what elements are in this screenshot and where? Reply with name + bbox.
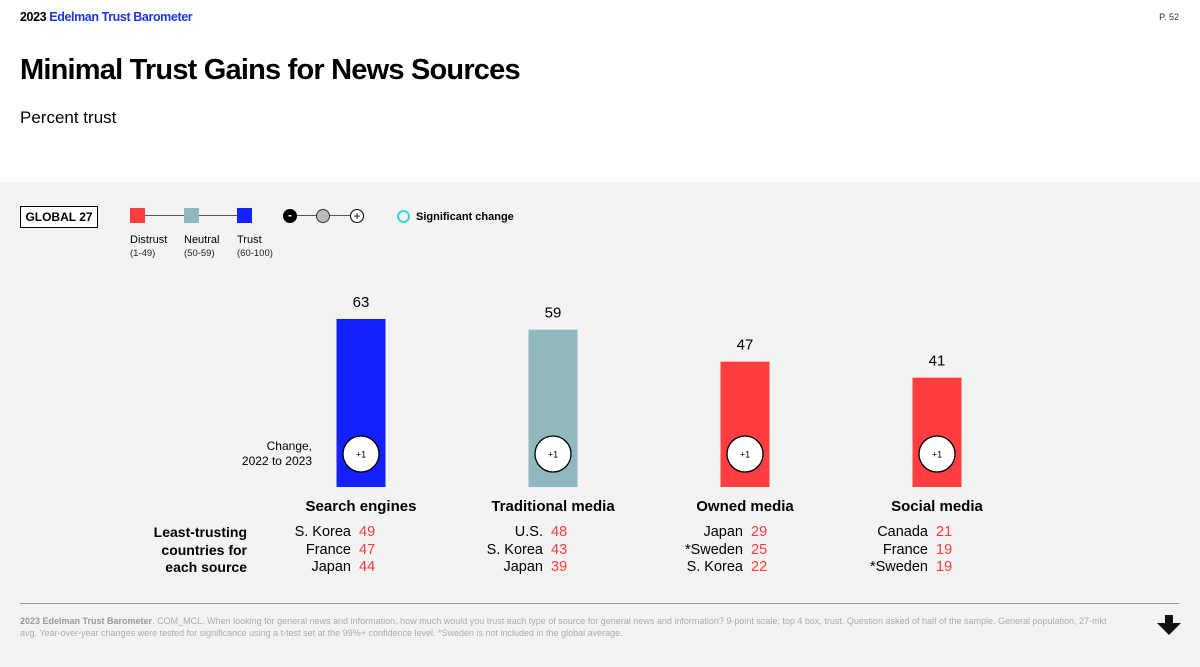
country-name: S. Korea — [294, 524, 351, 540]
country-value: 47 — [359, 541, 376, 558]
country-name: Canada — [877, 524, 928, 540]
change-label-line-2: 2022 to 2023 — [241, 454, 312, 468]
country-value: 49 — [359, 524, 376, 540]
next-arrow-icon[interactable] — [1156, 613, 1182, 637]
change-label: Change, 2022 to 2023 — [210, 439, 312, 469]
footnote: 2023 Edelman Trust Barometer. COM_MCL. W… — [20, 615, 1120, 639]
significant-change-label: Significant change — [416, 211, 514, 223]
country-name: Japan — [503, 559, 543, 575]
change-value-social-media: +1 — [932, 450, 942, 460]
legend-neutral: Neutral (50-59) — [184, 234, 219, 260]
footnote-source: 2023 Edelman Trust Barometer — [20, 616, 153, 626]
brand-name: Edelman Trust Barometer — [49, 10, 193, 24]
country-name: Japan — [703, 524, 743, 540]
country-value: 21 — [936, 524, 953, 540]
legend-distrust-range: (1-49) — [130, 248, 156, 259]
least-trusting-label: Least-trusting countries for each source — [110, 524, 247, 577]
plus-change-icon: + — [350, 209, 364, 223]
country-name: S. Korea — [486, 541, 543, 558]
change-value-search-engines: +1 — [356, 450, 366, 460]
country-value: 19 — [936, 559, 953, 575]
change-value-traditional-media: +1 — [548, 450, 558, 460]
value-label-traditional-media: 59 — [545, 305, 562, 322]
global-badge: GLOBAL 27 — [20, 206, 98, 228]
value-label-social-media: 41 — [929, 353, 946, 370]
country-value: 48 — [551, 524, 568, 540]
country-name: *Sweden — [684, 541, 743, 558]
country-name: France — [305, 541, 351, 558]
category-traditional-media: Traditional media — [491, 498, 615, 515]
legend-distrust-label: Distrust — [130, 234, 168, 246]
chart-panel — [0, 182, 1200, 667]
change-label-line-1: Change, — [266, 439, 312, 453]
least-trusting-line-3: each source — [165, 559, 247, 575]
legend-distrust: Distrust (1-49) — [130, 234, 167, 260]
minus-change-icon: - — [283, 209, 297, 223]
country-name: U.S. — [514, 524, 543, 540]
country-value: 44 — [359, 559, 376, 575]
category-owned-media: Owned media — [696, 498, 794, 515]
change-value-owned-media: +1 — [740, 450, 750, 460]
legend-trust-range: (60-100) — [237, 248, 273, 259]
legend-trust-swatch — [237, 208, 252, 223]
brand-logo: 2023 Edelman Trust Barometer — [20, 10, 193, 24]
country-name: Japan — [311, 559, 351, 575]
category-search-engines: Search engines — [305, 498, 417, 515]
change-badge-social-media — [918, 435, 956, 473]
country-name: *Sweden — [869, 559, 928, 575]
page-number: P. 52 — [1159, 12, 1179, 22]
category-social-media: Social media — [891, 498, 983, 515]
country-value: 29 — [751, 524, 768, 540]
page-title: Minimal Trust Gains for News Sources — [20, 54, 521, 86]
no-change-icon — [316, 209, 330, 223]
country-name: S. Korea — [686, 559, 743, 575]
change-badge-search-engines — [342, 435, 380, 473]
least-trusting-line-1: Least-trusting — [153, 524, 247, 540]
value-label-search-engines: 63 — [353, 294, 370, 311]
country-name: France — [882, 541, 928, 558]
change-badge-owned-media — [726, 435, 764, 473]
country-value: 22 — [751, 559, 768, 575]
legend-distrust-swatch — [130, 208, 145, 223]
country-value: 25 — [751, 541, 768, 558]
least-trusting-line-2: countries for — [161, 541, 247, 558]
legend-neutral-label: Neutral — [184, 234, 220, 246]
value-label-owned-media: 47 — [737, 337, 754, 354]
legend-neutral-range: (50-59) — [184, 248, 215, 259]
legend-trust-label: Trust — [237, 234, 262, 246]
brand-year: 2023 — [20, 10, 47, 24]
change-badge-traditional-media — [534, 435, 572, 473]
footnote-text: . COM_MCL. When looking for general news… — [20, 616, 1107, 638]
significant-change-icon — [397, 210, 410, 223]
footer-divider — [20, 603, 1179, 604]
country-value: 43 — [551, 541, 568, 558]
legend-trust: Trust (60-100) — [237, 234, 273, 260]
country-value: 39 — [551, 559, 568, 575]
legend-neutral-swatch — [184, 208, 199, 223]
page-subtitle: Percent trust — [20, 108, 117, 127]
country-value: 19 — [936, 541, 953, 558]
